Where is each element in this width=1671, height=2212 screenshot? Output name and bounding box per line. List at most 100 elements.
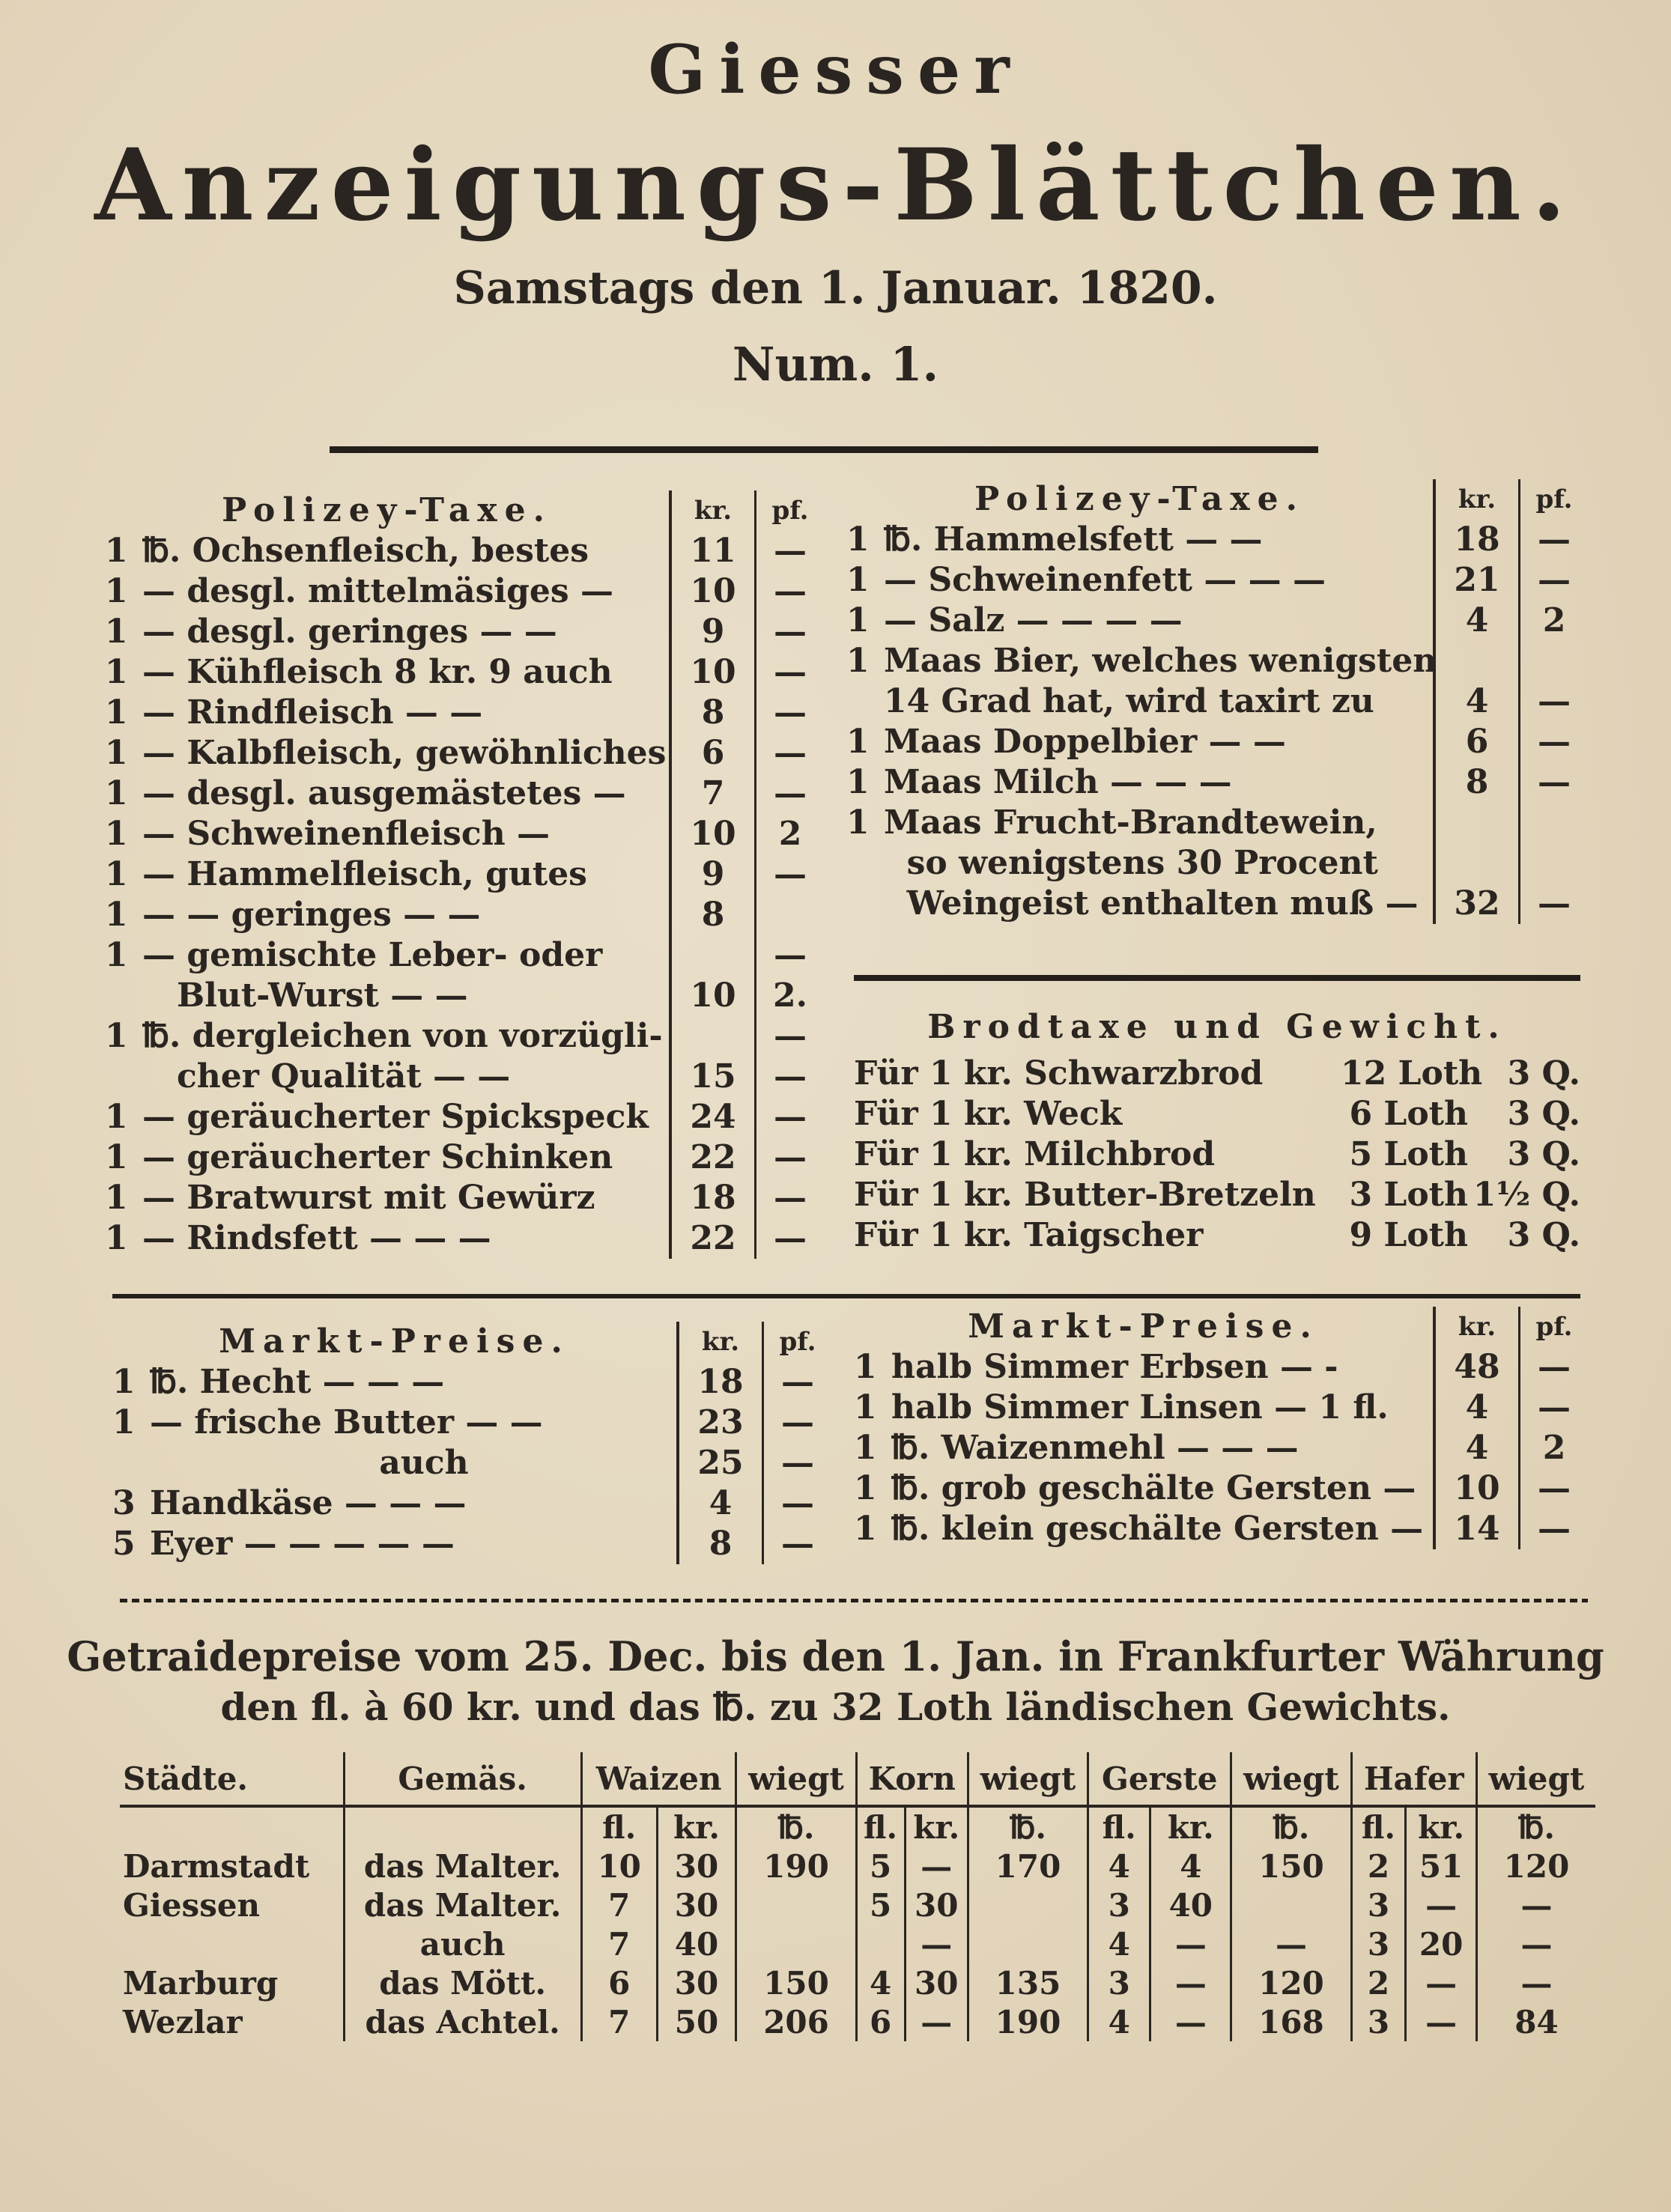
markt-preise-left: Markt-Preise. kr. pf. 1 ℔. Hecht — — —18—1— … [112, 1322, 831, 1564]
column-subheader: kr. [1149, 1806, 1231, 1847]
table-cell: 30 [655, 1847, 736, 1886]
price-pf: — [762, 1524, 831, 1564]
price-pf: — [1518, 1347, 1588, 1388]
column-header-kr: kr. [1433, 1307, 1518, 1347]
price-kr: 25 [676, 1443, 762, 1483]
price-kr: 14 [1433, 1509, 1518, 1549]
item-name: Handkäse — — — [150, 1484, 467, 1522]
table-cell: das Malter. [342, 1886, 582, 1924]
table-cell: 6 [580, 1963, 658, 2002]
quantity: 3 [112, 1484, 136, 1522]
table-cell: 4 [1149, 1847, 1231, 1886]
table-row: 1 Maas Doppelbier — — 6— [846, 722, 1588, 762]
price-kr [1433, 843, 1518, 884]
section-heading: Markt-Preise. [968, 1307, 1319, 1346]
price-kr: 4 [1433, 681, 1518, 722]
bleed-through-text [75, 306, 1648, 490]
quantity: 1 [854, 1429, 877, 1467]
column-header: Waizen [580, 1752, 736, 1808]
table-row: Für 1 kr. Weck 6 Loth 3 Q. [854, 1094, 1580, 1134]
table-row: Wezlar das Achtel. 7 50 206 6—190 4—168 3—84 [120, 2002, 1595, 2041]
table-row: Für 1 kr. Butter-Bretzeln 3 Loth 1½ Q. [854, 1175, 1580, 1215]
item-name: — geräucherter Spickspeck [142, 1098, 649, 1136]
price-pf: — [1518, 722, 1588, 762]
bread-item: Für 1 kr. Butter-Bretzeln [854, 1176, 1316, 1214]
item-name: Eyer — — — — — [150, 1525, 455, 1563]
table-cell: 30 [655, 1886, 736, 1924]
quantity [112, 1443, 150, 1483]
masthead-town: Giesser [648, 30, 1023, 109]
price-kr: 15 [669, 1057, 754, 1097]
section-heading: Markt-Preise. [219, 1322, 570, 1361]
section-heading: Polizey-Taxe. [974, 480, 1305, 518]
price-kr: 7 [669, 774, 754, 814]
item-name: Maas Frucht-Brandtewein, [884, 803, 1377, 842]
quantity: 1 [846, 520, 870, 559]
price-pf: — [1518, 1468, 1588, 1509]
item-name: 14 Grad hat, wird taxirt zu [884, 682, 1374, 720]
column-header-kr: kr. [1433, 479, 1518, 520]
quantity: 1 [854, 1469, 877, 1507]
item-name: Blut-Wurst — — [142, 976, 468, 1015]
getraide-table: Städte. Gemäs. Waizen wiegt Korn wiegt Gerste w… [120, 1752, 1595, 2041]
quantity [105, 1057, 142, 1097]
table-cell: 51 [1404, 1847, 1477, 1886]
table-row: 3 Handkäse — — — 4— [112, 1483, 831, 1524]
price-pf: — [762, 1443, 831, 1483]
quantity: 1 [854, 1388, 877, 1426]
bread-weight-loth: 12 Loth [1341, 1054, 1483, 1093]
table-cell: 3 [1350, 2002, 1406, 2041]
table-row: 1 — Bratwurst mit Gewürz 18— [105, 1178, 824, 1218]
item-name: ℔. Hecht — — — [150, 1363, 445, 1401]
column-subheader [342, 1806, 582, 1847]
bread-item: Für 1 kr. Schwarzbrod [854, 1054, 1264, 1093]
quantity: 1 [105, 653, 128, 691]
table-row: 1 — Schweinenfett — — — 21— [846, 560, 1588, 601]
table-cell: 5 [855, 1847, 906, 1886]
item-name: halb Simmer Erbsen — - [891, 1348, 1338, 1386]
table-cell: 20 [1404, 1924, 1477, 1963]
column-header-kr: kr. [669, 490, 754, 531]
table-cell: 168 [1230, 2002, 1352, 2041]
column-subheader: ℔. [1230, 1806, 1352, 1847]
quantity: 1 [105, 855, 128, 893]
table-cell: 7 [580, 1886, 658, 1924]
item-name: auch [150, 1444, 469, 1482]
table-cell: 3 [1087, 1963, 1150, 2002]
price-kr: 18 [669, 1178, 754, 1218]
price-kr: 11 [669, 531, 754, 571]
table-row: auch 25— [112, 1443, 831, 1483]
polizey-taxe-left: Polizey-Taxe. kr. pf. 1 ℔. Ochsenfleisch, be… [105, 490, 824, 1259]
table-cell: — [1475, 1963, 1595, 2002]
table-row: 1 halb Simmer Linsen — 1 fl. 4— [854, 1388, 1588, 1428]
table-cell: 120 [1230, 1963, 1352, 2002]
price-pf [1518, 641, 1588, 681]
quantity: 1 [105, 1219, 128, 1257]
masthead-rule [330, 446, 1318, 453]
table-row: Für 1 kr. Taigscher 9 Loth 3 Q. [854, 1215, 1580, 1256]
masthead-title: Anzeigungs-Blättchen. [94, 127, 1577, 243]
item-name: — Schweinenfett — — — [884, 561, 1326, 599]
bread-weight-q: 3 Q. [1507, 1135, 1580, 1173]
price-kr: 18 [1433, 520, 1518, 560]
quantity [846, 681, 884, 722]
column-header: Hafer [1350, 1752, 1477, 1808]
price-pf [1518, 803, 1588, 843]
table-row: 1 — gemischte Leber- oder — [105, 935, 824, 976]
quantity [105, 976, 142, 1016]
bread-weight-loth: 9 Loth [1349, 1216, 1468, 1254]
quantity: 1 [105, 613, 128, 651]
price-kr: 10 [669, 814, 754, 854]
item-name: — Rindfleisch — — [142, 693, 483, 732]
price-pf: 2 [1518, 601, 1588, 641]
column-subheader: fl. [1087, 1806, 1150, 1847]
section-rule [854, 975, 1580, 981]
table-row: 1 — frische Butter — — 23— [112, 1403, 831, 1443]
price-kr: 18 [676, 1362, 762, 1403]
table-cell: das Mött. [342, 1963, 582, 2002]
table-row: 1 ℔. Hecht — — — 18— [112, 1362, 831, 1403]
table-row: 1 — geräucherter Spickspeck 24— [105, 1097, 824, 1137]
table-cell: — [1149, 1963, 1231, 2002]
table-row: 1 ℔. Hammelsfett — — 18— [846, 520, 1588, 560]
table-cell: — [1230, 1924, 1352, 1963]
